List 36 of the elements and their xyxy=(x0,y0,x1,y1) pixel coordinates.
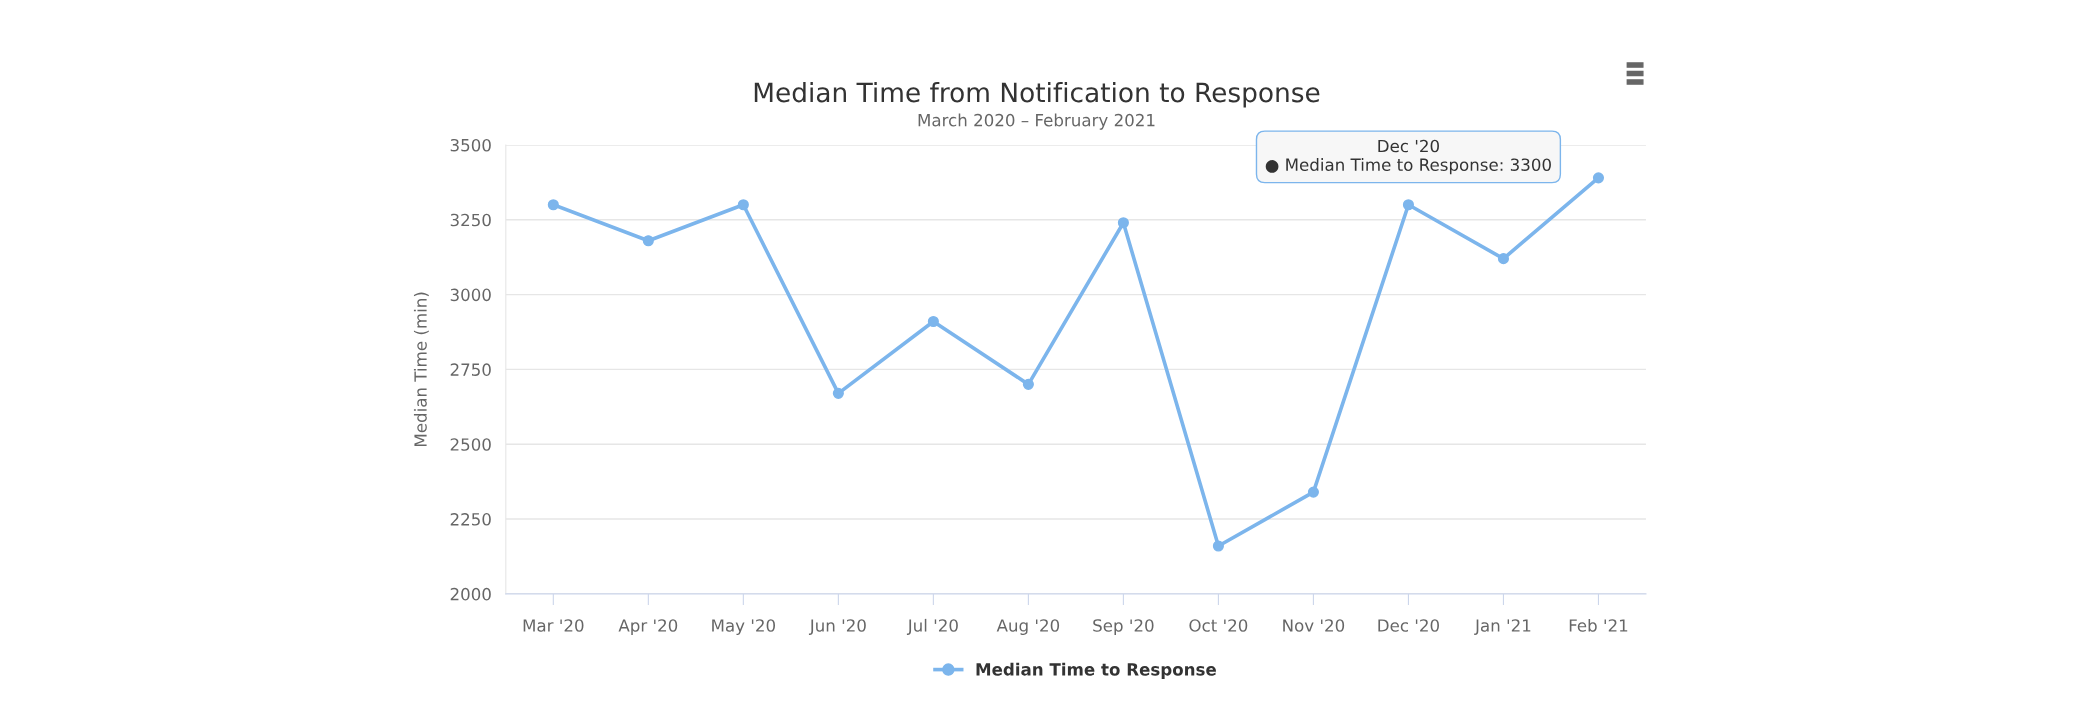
point xyxy=(1497,253,1510,265)
y-tick-label: 2250 xyxy=(450,513,491,526)
point xyxy=(927,315,939,328)
y-tick-label: 2500 xyxy=(450,438,491,451)
y-tick-label: 3000 xyxy=(450,288,491,302)
x-tick-label: Apr '20 xyxy=(618,619,678,636)
chart-title: Median Time from Notification to Response xyxy=(754,81,1320,108)
x-tick-label: Nov '20 xyxy=(1283,619,1345,632)
legend-label: Median Time to Response xyxy=(976,662,1216,679)
point xyxy=(1117,217,1129,229)
point xyxy=(737,199,749,211)
x-tick-label: May '20 xyxy=(712,619,776,636)
point xyxy=(547,199,559,211)
y-tick-label: 2000 xyxy=(450,587,491,601)
x-tick-label: Jan '21 xyxy=(1474,619,1531,635)
y-tick-label: 2750 xyxy=(450,363,491,376)
point xyxy=(1307,486,1319,498)
x-tick-label: Dec '20 xyxy=(1378,619,1439,632)
point xyxy=(1212,540,1224,552)
x-tick-label: Aug '20 xyxy=(996,619,1060,636)
y-tick-label: 3250 xyxy=(450,213,491,227)
x-tick-label: Feb '21 xyxy=(1569,618,1628,632)
chart-subtitle: March 2020 – February 2021 xyxy=(918,113,1155,130)
y-axis-title: Median Time (min) xyxy=(413,292,429,446)
x-tick-label: Jul '20 xyxy=(906,618,958,635)
point xyxy=(642,235,654,247)
x-tick-label: Oct '20 xyxy=(1189,619,1248,632)
x-tick-label: Jun '20 xyxy=(808,619,866,635)
point xyxy=(832,387,844,399)
x-tick-label: Mar '20 xyxy=(523,619,584,632)
y-tick-label: 3500 xyxy=(450,138,491,152)
point xyxy=(1022,378,1034,390)
point xyxy=(1592,172,1605,184)
point xyxy=(1402,199,1414,211)
annotation: Dec '20 ● Median Time to Response: 3300 xyxy=(1265,139,1551,175)
x-tick-label: Sep '20 xyxy=(1093,619,1154,636)
